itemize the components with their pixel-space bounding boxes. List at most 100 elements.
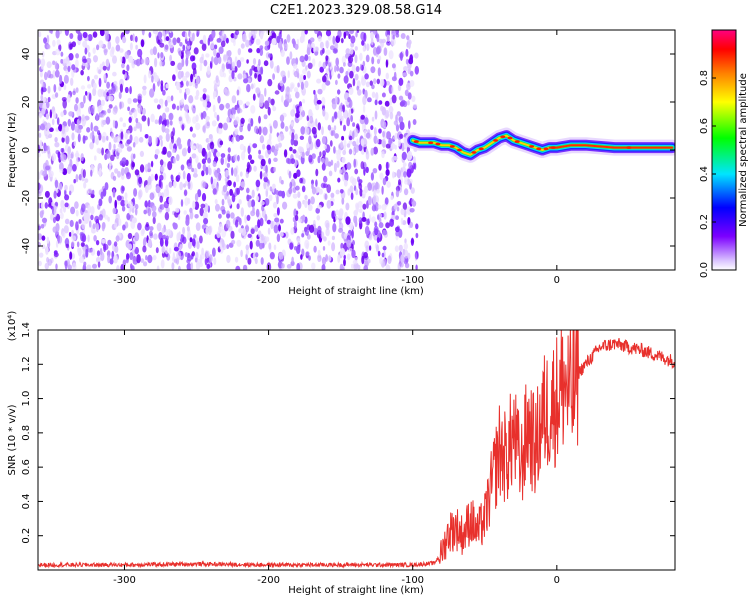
noise-blob bbox=[101, 147, 104, 156]
noise-blob bbox=[121, 157, 127, 165]
noise-blob bbox=[58, 184, 63, 191]
noise-blob bbox=[286, 264, 292, 269]
noise-blob bbox=[128, 55, 134, 64]
noise-blob bbox=[134, 207, 138, 216]
noise-blob bbox=[134, 169, 140, 176]
noise-blob bbox=[93, 55, 98, 63]
colorbar-tick-label: 0.0 bbox=[699, 262, 710, 278]
noise-blob bbox=[306, 70, 311, 79]
noise-blob bbox=[38, 132, 42, 138]
noise-blob bbox=[399, 262, 404, 268]
noise-blob bbox=[362, 189, 367, 197]
noise-blob bbox=[144, 163, 148, 173]
noise-blob bbox=[127, 106, 130, 112]
signal-peak bbox=[435, 142, 441, 146]
noise-blob bbox=[404, 179, 408, 185]
noise-blob bbox=[299, 76, 303, 84]
noise-blob bbox=[304, 54, 309, 62]
noise-blob bbox=[352, 122, 356, 127]
noise-blob bbox=[147, 162, 151, 170]
noise-blob bbox=[245, 253, 248, 261]
noise-blob bbox=[348, 33, 351, 40]
noise-blob bbox=[154, 148, 160, 155]
noise-blob bbox=[397, 138, 401, 147]
noise-blob bbox=[106, 81, 110, 89]
noise-blob bbox=[119, 101, 122, 110]
noise-blob bbox=[186, 51, 191, 57]
noise-blob bbox=[208, 151, 212, 159]
noise-blob bbox=[106, 135, 109, 141]
noise-blob bbox=[100, 191, 104, 200]
noise-blob bbox=[247, 233, 252, 238]
noise-blob bbox=[375, 244, 380, 253]
noise-blob bbox=[220, 40, 226, 48]
noise-blob bbox=[402, 72, 408, 77]
noise-blob bbox=[213, 257, 217, 266]
noise-blob bbox=[331, 242, 336, 252]
noise-blob bbox=[341, 55, 347, 64]
noise-blob bbox=[71, 132, 75, 141]
noise-blob bbox=[294, 133, 298, 141]
noise-blob bbox=[119, 83, 123, 93]
noise-blob bbox=[249, 68, 253, 77]
noise-blob bbox=[187, 181, 191, 190]
noise-blob bbox=[395, 124, 400, 132]
noise-blob bbox=[162, 89, 166, 96]
noise-blob bbox=[333, 125, 337, 131]
noise-blob bbox=[86, 189, 89, 196]
noise-blob bbox=[399, 121, 405, 131]
noise-blob bbox=[231, 136, 234, 144]
noise-blob bbox=[44, 202, 48, 209]
noise-blob bbox=[306, 47, 311, 56]
noise-blob bbox=[259, 45, 264, 50]
noise-blob bbox=[343, 232, 347, 240]
noise-blob bbox=[104, 30, 110, 35]
noise-blob bbox=[96, 44, 100, 51]
noise-blob bbox=[65, 135, 70, 145]
noise-blob bbox=[75, 209, 79, 217]
noise-blob bbox=[300, 254, 303, 260]
noise-blob bbox=[66, 94, 71, 103]
noise-blob bbox=[57, 151, 61, 159]
noise-blob bbox=[213, 83, 218, 93]
noise-blob bbox=[195, 155, 199, 164]
noise-blob bbox=[373, 78, 377, 85]
noise-blob bbox=[202, 34, 207, 44]
noise-blob bbox=[385, 222, 390, 229]
noise-blob bbox=[357, 201, 363, 208]
noise-blob bbox=[216, 231, 221, 239]
noise-blob bbox=[143, 74, 147, 84]
noise-blob bbox=[339, 263, 344, 270]
noise-blob bbox=[263, 176, 268, 183]
noise-blob bbox=[59, 162, 64, 171]
signal-peak bbox=[449, 145, 455, 148]
noise-blob bbox=[362, 46, 366, 52]
noise-blob bbox=[85, 248, 89, 258]
noise-blob bbox=[95, 113, 99, 122]
noise-blob bbox=[194, 95, 199, 100]
noise-blob bbox=[141, 228, 146, 235]
noise-blob bbox=[112, 119, 116, 128]
noise-blob bbox=[214, 198, 218, 205]
noise-blob bbox=[132, 142, 136, 148]
noise-blob bbox=[407, 92, 412, 100]
y-tick-label: 1.0 bbox=[21, 391, 32, 407]
noise-blob bbox=[72, 164, 77, 172]
noise-blob bbox=[199, 56, 204, 64]
noise-blob bbox=[401, 99, 406, 106]
noise-blob bbox=[276, 195, 279, 205]
noise-blob bbox=[204, 250, 209, 260]
noise-blob bbox=[395, 226, 400, 233]
y-tick-label: 0.4 bbox=[21, 493, 32, 509]
noise-blob bbox=[139, 123, 142, 133]
noise-blob bbox=[113, 254, 118, 264]
noise-blob bbox=[284, 125, 289, 132]
noise-blob bbox=[210, 176, 213, 185]
noise-blob bbox=[372, 168, 378, 174]
noise-blob bbox=[93, 82, 97, 90]
noise-blob bbox=[253, 34, 257, 39]
noise-blob bbox=[226, 254, 231, 264]
noise-blob bbox=[93, 125, 99, 132]
noise-blob bbox=[338, 218, 342, 225]
noise-blob bbox=[289, 146, 293, 152]
